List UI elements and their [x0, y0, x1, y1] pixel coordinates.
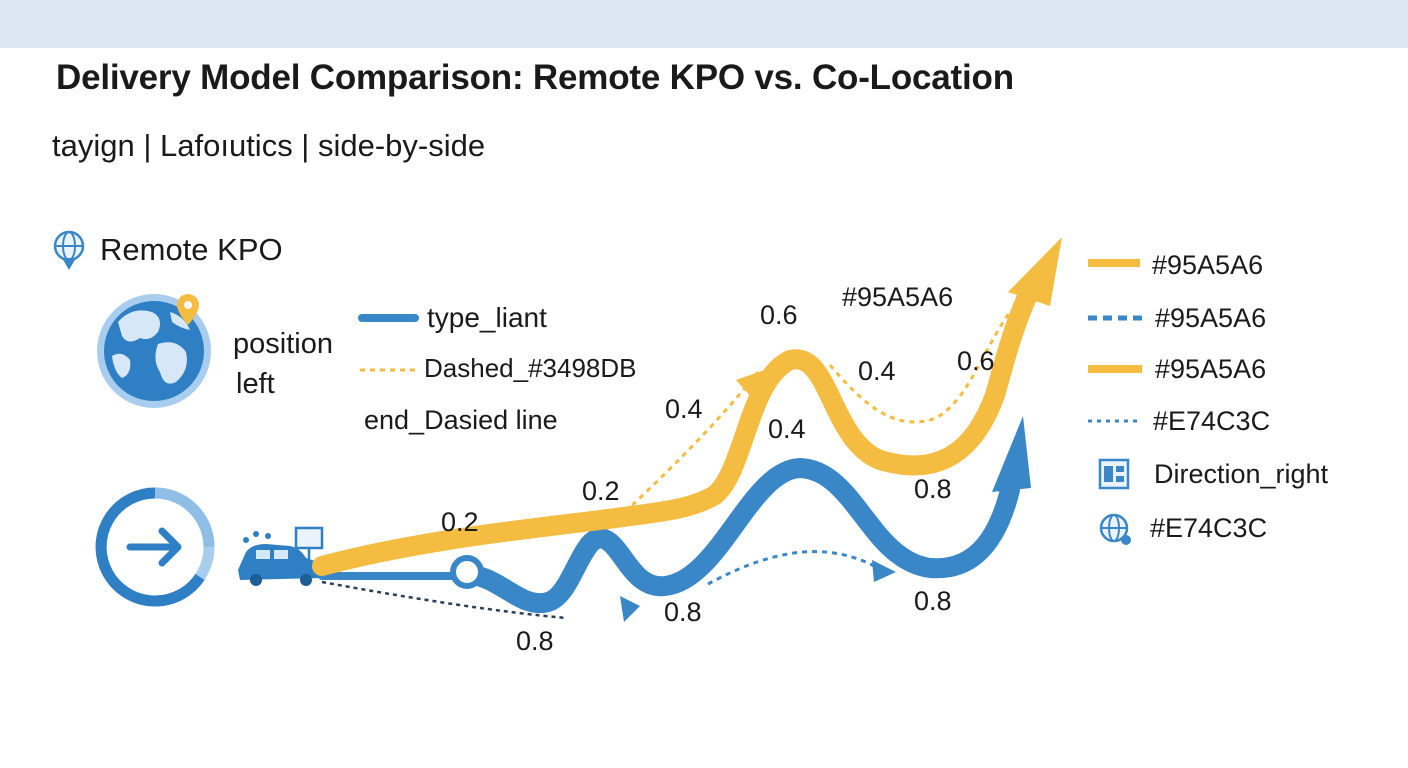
globe-settings-icon	[1099, 513, 1131, 545]
yellow-flow-arrowhead	[1008, 237, 1062, 306]
inner-legend: type_liant Dashed_#3498DB end_Dasied lin…	[358, 302, 637, 435]
flow-label: 0.2	[582, 476, 620, 506]
legend-label-1: #95A5A6	[1152, 250, 1263, 280]
flow-label: 0.6	[957, 346, 995, 376]
note-line-2: left	[236, 368, 275, 400]
layout-icon	[1098, 458, 1130, 490]
blue-flow-node	[450, 555, 484, 589]
section-label: Remote KPO	[100, 232, 283, 267]
yellow-flow-band	[312, 280, 1040, 576]
legend-label-5: Direction_right	[1154, 459, 1329, 489]
flow-label: 0.2	[441, 507, 479, 537]
blue-dotted-connector-2	[707, 550, 879, 586]
flow-label: 0.8	[664, 597, 702, 627]
flow-label: 0.8	[914, 474, 952, 504]
yellow-dotted-connector-2	[828, 311, 1012, 424]
note-line-1: position	[233, 328, 333, 360]
top-band	[0, 0, 1408, 48]
arrow-ring-icon	[95, 487, 215, 607]
yellow-flow-mid-arrowhead	[736, 368, 770, 398]
blue-flow	[318, 416, 1031, 622]
legend-label-3: #95A5A6	[1155, 354, 1266, 384]
inner-legend-label-2: Dashed_#3498DB	[424, 353, 637, 383]
delivery-vehicle-icon	[238, 526, 324, 586]
blue-dotted-arrowhead	[872, 560, 896, 582]
globe-pin-icon	[53, 230, 85, 270]
inner-legend-label-1: type_liant	[427, 302, 547, 333]
legend-label-4: #E74C3C	[1153, 406, 1270, 436]
location-pin-icon	[177, 294, 199, 325]
legend: #95A5A6 #95A5A6 #95A5A6 #E74C3C Directio…	[1088, 250, 1329, 545]
inner-legend-label-3: end_Dasied line	[364, 405, 558, 435]
flow-label: 0.8	[516, 626, 554, 656]
flow-label: 0.4	[768, 414, 806, 444]
page-title: Delivery Model Comparison: Remote KPO vs…	[56, 58, 1014, 97]
flow-label: 0.4	[665, 394, 703, 424]
yellow-dotted-connector-1	[623, 371, 760, 514]
flow-label: 0.8	[914, 586, 952, 616]
blue-small-arrowhead	[620, 596, 640, 622]
yellow-flow	[312, 237, 1062, 576]
legend-label-6: #E74C3C	[1150, 513, 1267, 543]
blue-flow-band	[455, 457, 1020, 614]
page-subtitle: tayign | Lafoıutics | side-by-side	[52, 128, 486, 163]
blue-flow-arrowhead	[992, 416, 1031, 492]
flow-label: #95A5A6	[842, 282, 953, 312]
globe-icon	[97, 294, 211, 408]
flow-label: 0.4	[858, 356, 896, 386]
flow-label: 0.6	[760, 300, 798, 330]
legend-label-2: #95A5A6	[1155, 303, 1266, 333]
